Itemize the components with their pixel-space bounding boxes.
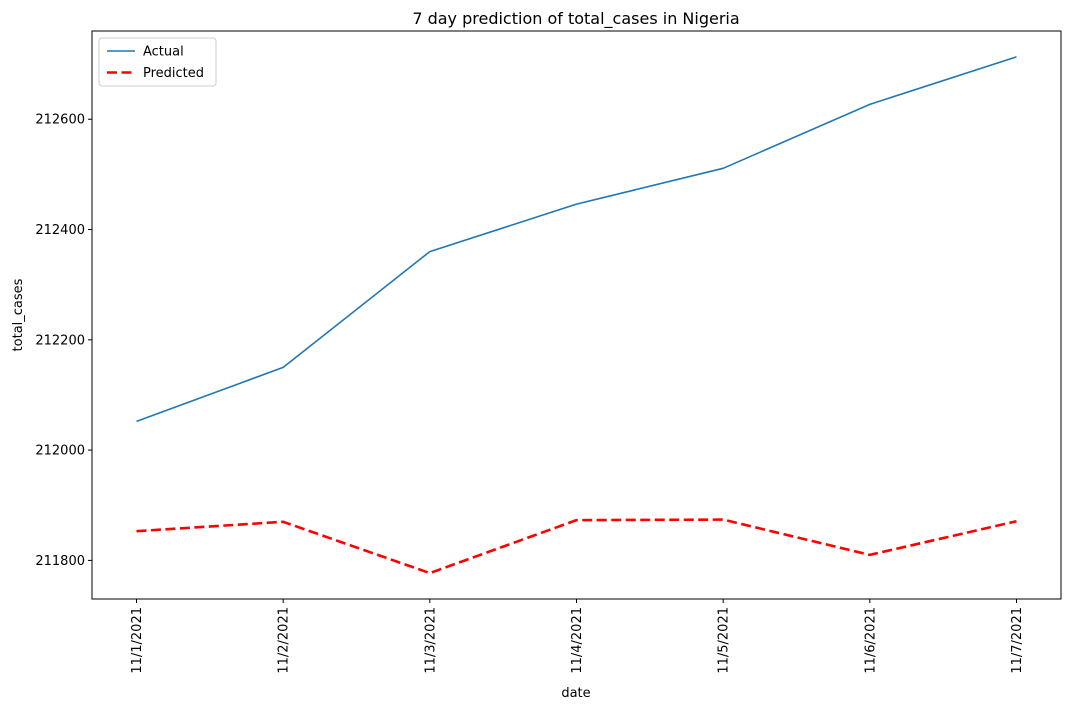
y-tick-label: 211800 [35,554,85,569]
legend-label-actual: Actual [143,45,184,60]
y-tick-label: 212000 [35,444,85,459]
series-line-actual [136,56,1017,423]
plot-frame [91,30,1062,600]
legend-label-predicted: Predicted [143,66,204,81]
y-tick-label: 212200 [35,333,85,348]
x-tick-label: 11/2/2021 [277,607,292,674]
x-tick-label: 11/7/2021 [1010,607,1025,674]
y-tick-label: 212600 [35,113,85,128]
x-tick-label: 11/3/2021 [423,607,438,674]
chart-title: 7 day prediction of total_cases in Niger… [412,9,739,29]
x-tick-label: 11/6/2021 [863,607,878,674]
x-tick-label: 11/1/2021 [130,607,145,674]
series-line-predicted [136,518,1017,575]
legend: Actual Predicted [98,37,217,87]
x-axis-label: date [561,686,590,701]
x-tick-label: 11/4/2021 [570,607,585,674]
y-axis-label: total_cases [11,278,26,351]
x-tick-label: 11/5/2021 [717,607,732,674]
y-tick-label: 212400 [35,223,85,238]
plot-area: 211800 212000 212200 212400 212600 11/1/2021 1… [35,30,1062,674]
legend-box [98,37,217,87]
